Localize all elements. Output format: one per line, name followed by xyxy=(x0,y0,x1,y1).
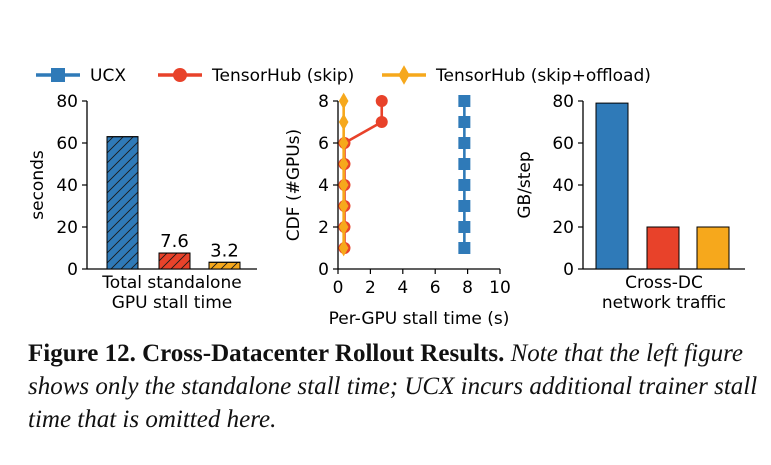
point-tensorhub-skip-offload xyxy=(338,134,349,152)
point-tensorhub-skip-offload xyxy=(338,92,349,110)
panel0-y-tick-label: 60 xyxy=(56,134,78,154)
panel1-x-tick-label: 6 xyxy=(430,278,441,298)
panel0-y-tick-label: 0 xyxy=(67,260,78,280)
panel2-y-tick-label: 20 xyxy=(552,218,574,238)
point-ucx xyxy=(458,179,471,191)
point-ucx xyxy=(458,221,471,233)
panel1-x-tick-label: 0 xyxy=(333,278,344,298)
bar-hatch-ucx xyxy=(106,136,139,270)
legend-marker-tensorhub-skip-offload xyxy=(398,65,410,85)
panel0-x-axis-title-line: Total standalone xyxy=(101,273,241,293)
panel2-y-tick-label: 80 xyxy=(552,92,574,112)
bar-ucx xyxy=(595,102,629,270)
panel1-x-tick-label: 10 xyxy=(489,278,511,298)
panel0-y-tick-label: 80 xyxy=(56,92,78,112)
panel1-y-tick-label: 6 xyxy=(318,134,329,154)
panel0-y-axis-title: seconds xyxy=(28,150,48,220)
panel1-y-tick-label: 2 xyxy=(318,218,329,238)
figure-12: UCX TensorHub (skip) TensorHub (skip+offlo… xyxy=(28,65,745,329)
point-tensorhub-skip-offload xyxy=(338,218,349,236)
panel1-x-tick-label: 2 xyxy=(365,278,376,298)
point-ucx xyxy=(458,200,471,212)
point-tensorhub-skip-offload xyxy=(338,239,349,257)
legend: UCX TensorHub (skip) TensorHub (skip+offlo… xyxy=(36,65,651,86)
legend-label-tensorhub-skip: TensorHub (skip) xyxy=(211,66,354,86)
bar-hatch-tensorhub-skip-offload xyxy=(208,261,241,270)
panel2-y-tick-label: 60 xyxy=(552,134,574,154)
panel2-y-axis-title: GB/step xyxy=(515,151,535,218)
caption-body: Note that the left figure shows only the… xyxy=(28,340,758,433)
stall-time-bar-chart: 0 20 40 60 80 7.6 3.2 seconds Total standaloneGP… xyxy=(28,92,257,313)
legend-label-ucx: UCX xyxy=(90,66,126,86)
panel1-y-tick-label: 8 xyxy=(318,92,329,112)
panel1-y-tick-label: 4 xyxy=(318,176,329,196)
point-tensorhub-skip-offload xyxy=(338,197,349,215)
panel1-y-tick-label: 0 xyxy=(318,260,329,280)
point-tensorhub-skip xyxy=(375,116,388,128)
point-tensorhub-skip xyxy=(375,95,388,107)
panel1-x-tick-label: 4 xyxy=(397,278,408,298)
caption-lead: Figure 12. Cross-Datacenter Rollout Resu… xyxy=(28,340,505,367)
bar-tensorhub-skip-offload xyxy=(696,226,730,270)
legend-marker-tensorhub-skip xyxy=(173,68,187,82)
bar-value-label-tensorhub-skip: 7.6 xyxy=(160,231,189,252)
point-ucx xyxy=(458,137,471,149)
panel0-y-tick-label: 40 xyxy=(56,176,78,196)
point-ucx xyxy=(458,116,471,128)
bar-tensorhub-skip xyxy=(646,226,680,270)
panel2-x-axis-title-line: Cross-DC xyxy=(625,273,703,293)
panel0-x-axis-title-line: GPU stall time xyxy=(112,293,232,313)
point-tensorhub-skip-offload xyxy=(338,155,349,173)
panel2-y-tick-label: 0 xyxy=(563,260,574,280)
panel1-x-axis-title: Per-GPU stall time (s) xyxy=(329,309,510,329)
figure-caption: Figure 12. Cross-Datacenter Rollout Resu… xyxy=(28,337,758,436)
point-ucx xyxy=(458,158,471,170)
point-tensorhub-skip-offload xyxy=(338,113,349,131)
bar-value-label-tensorhub-skip-offload: 3.2 xyxy=(210,240,239,261)
stall-time-cdf-chart: 0 2 4 6 8 0 2 4 6 8 10 Per-GPU stall time (s) CDF (#… xyxy=(284,92,511,329)
bar-hatch-tensorhub-skip xyxy=(158,252,191,270)
panel2-y-tick-label: 40 xyxy=(552,176,574,196)
point-ucx xyxy=(458,242,471,254)
panel1-x-tick-label: 8 xyxy=(462,278,473,298)
legend-label-tensorhub-skip-offload: TensorHub (skip+offload) xyxy=(435,66,651,86)
legend-marker-ucx xyxy=(51,68,65,82)
panel2-x-axis-title-line: network traffic xyxy=(602,293,726,313)
point-tensorhub-skip-offload xyxy=(338,176,349,194)
point-ucx xyxy=(458,95,471,107)
panel1-y-axis-title: CDF (#GPUs) xyxy=(284,129,304,241)
panel0-y-tick-label: 20 xyxy=(56,218,78,238)
